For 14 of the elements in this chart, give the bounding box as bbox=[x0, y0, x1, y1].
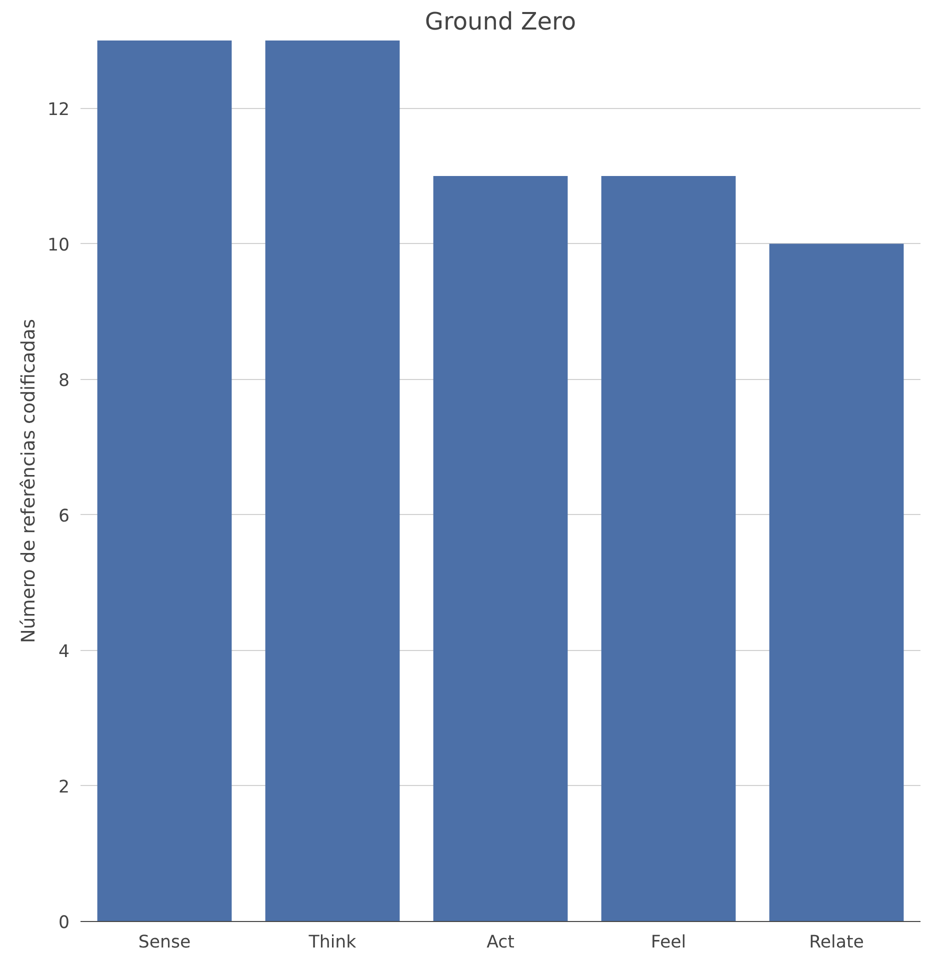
x-tick-label: Think bbox=[308, 932, 356, 952]
x-tick-label: Sense bbox=[138, 932, 191, 952]
x-tick-label: Relate bbox=[809, 932, 864, 952]
y-tick-label: 12 bbox=[47, 100, 70, 120]
y-tick-label: 6 bbox=[58, 506, 70, 526]
y-axis-title: Número de referências codificadas bbox=[18, 318, 40, 644]
chart-title: Ground Zero bbox=[424, 8, 576, 36]
y-tick-label: 8 bbox=[58, 370, 70, 391]
x-tick-label: Feel bbox=[650, 932, 686, 952]
x-tick-label: Act bbox=[486, 932, 515, 952]
y-tick-label: 4 bbox=[58, 642, 70, 662]
y-tick-label: 2 bbox=[58, 777, 70, 798]
y-tick-label: 10 bbox=[47, 235, 70, 256]
y-tick-label: 0 bbox=[58, 913, 70, 933]
